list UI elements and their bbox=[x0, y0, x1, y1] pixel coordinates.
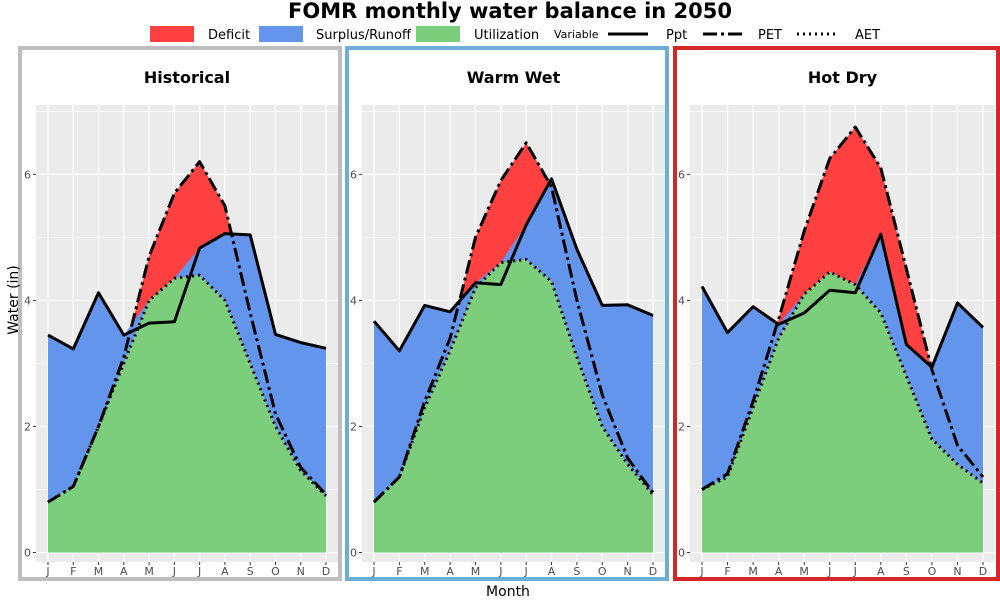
panel-1: 0 2 4 6 J F M A M J J A S O N D Warm Wet bbox=[345, 46, 669, 581]
x-axis-title: Month bbox=[486, 584, 530, 600]
legend-label-1: Surplus/Runoff bbox=[316, 28, 412, 43]
x-tick-label: M bbox=[94, 565, 104, 578]
x-tick-label: N bbox=[624, 565, 632, 578]
y-tick-label: 0 bbox=[678, 547, 685, 560]
x-tick-label: J bbox=[172, 565, 176, 578]
x-tick-label: D bbox=[979, 565, 987, 578]
y-tick-label: 2 bbox=[24, 420, 31, 433]
legend: Deficit Surplus/Runoff Utilization Variable… bbox=[150, 26, 880, 43]
area-surplus bbox=[48, 233, 326, 503]
x-tick-label: J bbox=[699, 565, 703, 578]
legend-key-0 bbox=[150, 26, 194, 42]
panel-border bbox=[673, 46, 1000, 581]
x-tick-label: A bbox=[877, 565, 885, 578]
x-tick-label: A bbox=[775, 565, 783, 578]
x-tick-label: N bbox=[297, 565, 305, 578]
panel-title: Hot Dry bbox=[808, 68, 878, 87]
x-tick-label: M bbox=[799, 565, 809, 578]
panel-border bbox=[18, 46, 342, 581]
panel-title: Historical bbox=[144, 68, 230, 87]
legend-line-label-0: Ppt bbox=[666, 28, 687, 43]
area-utilization bbox=[48, 275, 326, 553]
x-tick-label: F bbox=[396, 565, 402, 578]
x-tick-label: O bbox=[928, 565, 937, 578]
line-pet bbox=[372, 141, 655, 504]
x-tick-label: S bbox=[573, 565, 580, 578]
x-tick-label: O bbox=[271, 565, 280, 578]
x-tick-label: A bbox=[548, 565, 556, 578]
x-tick-label: M bbox=[471, 565, 481, 578]
area-utilization bbox=[374, 259, 653, 553]
chart-title: FOMR monthly water balance in 2050 bbox=[288, 0, 732, 23]
x-tick-label: J bbox=[197, 565, 201, 578]
line-ppt bbox=[700, 232, 985, 369]
x-tick-label: J bbox=[827, 565, 831, 578]
x-tick-label: J bbox=[498, 565, 502, 578]
legend-line-label-1: PET bbox=[758, 28, 782, 43]
legend-key-1 bbox=[259, 26, 303, 42]
x-tick-label: F bbox=[70, 565, 76, 578]
area-deficit bbox=[374, 142, 653, 503]
x-tick-label: A bbox=[446, 565, 454, 578]
y-tick-label: 6 bbox=[24, 168, 31, 181]
y-tick-label: 6 bbox=[678, 168, 685, 181]
facet-panels: 0 2 4 6 J F M A M J J A S O N D Historical 0 2 4 6 J F M A M J J A S O… bbox=[18, 46, 1000, 581]
area-utilization bbox=[702, 272, 983, 553]
x-tick-label: N bbox=[953, 565, 961, 578]
x-tick-label: S bbox=[903, 565, 910, 578]
x-tick-label: S bbox=[247, 565, 254, 578]
x-tick-label: A bbox=[120, 565, 128, 578]
area-surplus bbox=[702, 234, 983, 490]
x-tick-label: M bbox=[748, 565, 758, 578]
x-tick-label: J bbox=[45, 565, 49, 578]
y-tick-label: 6 bbox=[350, 168, 357, 181]
y-tick-label: 2 bbox=[678, 420, 685, 433]
y-tick-label: 4 bbox=[678, 294, 685, 307]
line-pet bbox=[47, 160, 328, 504]
legend-label-0: Deficit bbox=[208, 28, 250, 43]
panel-title: Warm Wet bbox=[467, 68, 561, 87]
x-tick-label: D bbox=[649, 565, 657, 578]
x-tick-label: J bbox=[853, 565, 857, 578]
y-tick-label: 0 bbox=[350, 547, 357, 560]
line-pet bbox=[701, 125, 985, 491]
y-tick-label: 0 bbox=[24, 547, 31, 560]
legend-variable-title: Variable bbox=[554, 28, 599, 41]
y-tick-label: 4 bbox=[24, 294, 31, 307]
x-tick-label: J bbox=[524, 565, 528, 578]
y-tick-label: 2 bbox=[350, 420, 357, 433]
x-tick-label: M bbox=[144, 565, 154, 578]
x-tick-label: O bbox=[598, 565, 607, 578]
x-tick-label: A bbox=[221, 565, 229, 578]
line-aet bbox=[701, 270, 984, 491]
x-tick-label: J bbox=[371, 565, 375, 578]
panel-2: 0 2 4 6 J F M A M J J A S O N D Hot Dry bbox=[673, 46, 1000, 581]
line-ppt bbox=[372, 177, 654, 353]
panel-0: 0 2 4 6 J F M A M J J A S O N D Historical bbox=[18, 46, 342, 581]
x-tick-label: M bbox=[420, 565, 430, 578]
x-tick-label: F bbox=[724, 565, 730, 578]
y-tick-label: 4 bbox=[350, 294, 357, 307]
panel-border bbox=[345, 46, 669, 581]
legend-label-2: Utilization bbox=[474, 28, 539, 43]
line-aet bbox=[372, 257, 655, 504]
x-tick-label: D bbox=[322, 565, 330, 578]
legend-key-2 bbox=[416, 26, 460, 42]
line-aet bbox=[47, 273, 328, 504]
line-ppt bbox=[47, 232, 327, 351]
area-deficit bbox=[48, 161, 326, 503]
legend-line-label-2: AET bbox=[855, 28, 880, 43]
y-axis-title: Water (in) bbox=[6, 265, 22, 335]
